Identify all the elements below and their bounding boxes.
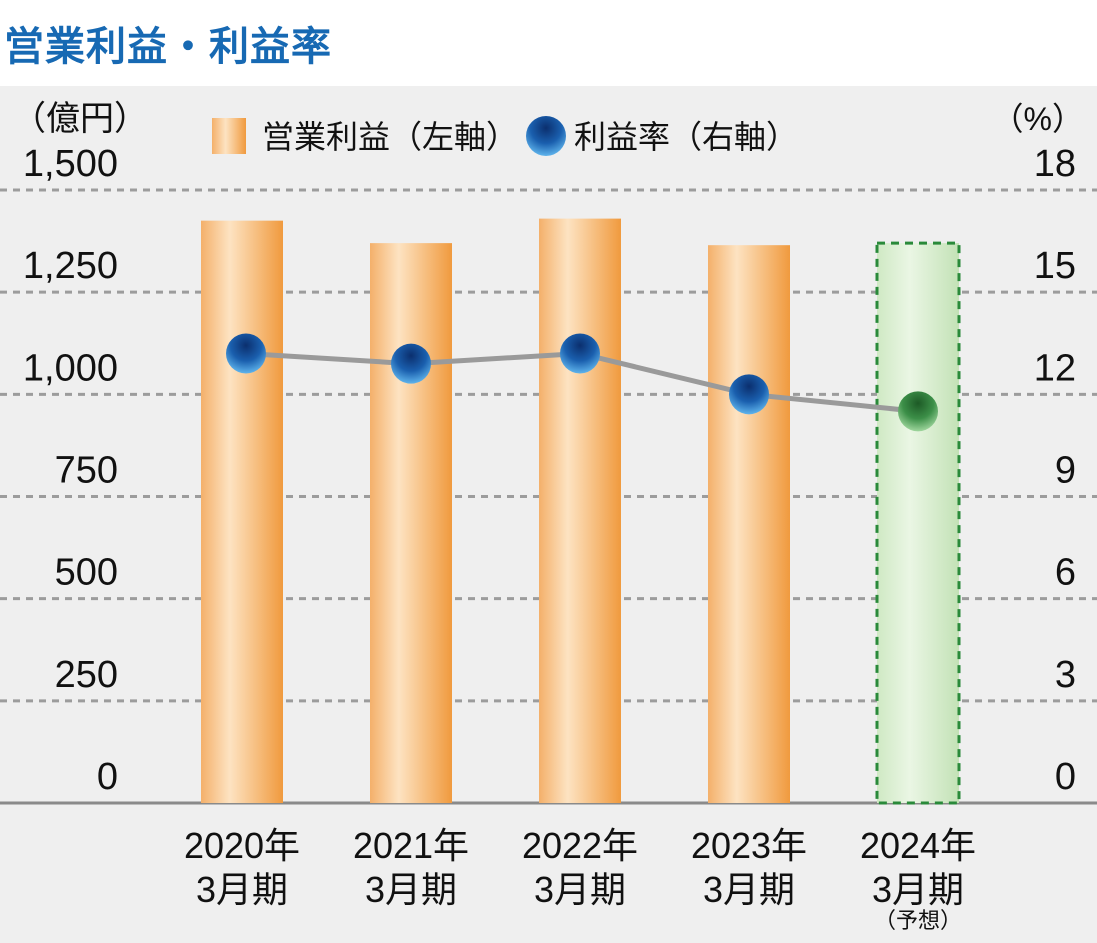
- y-right-tick-label: 0: [1055, 756, 1076, 798]
- y-right-tick-label: 3: [1055, 654, 1076, 696]
- bar: [370, 243, 452, 804]
- y-left-tick-label: 250: [55, 654, 118, 696]
- y-right-unit-label: （%）: [992, 101, 1084, 137]
- x-tick-label-period: 3月期: [534, 869, 626, 910]
- x-tick-label-period: 3月期: [196, 869, 288, 910]
- y-left-tick-label: 750: [55, 450, 118, 492]
- margin-point: [391, 343, 431, 384]
- x-tick-label-note: （予想）: [874, 908, 962, 933]
- x-tick-label-period: 3月期: [703, 869, 795, 910]
- legend-swatch-bar: [212, 118, 246, 154]
- margin-point: [226, 333, 266, 374]
- x-tick-label-year: 2023年: [691, 825, 807, 866]
- x-tick-label-year: 2020年: [184, 825, 300, 866]
- bar: [539, 218, 621, 803]
- y-right-tick-label: 15: [1034, 245, 1076, 287]
- y-right-tick-label: 18: [1034, 143, 1076, 185]
- x-tick-label-year: 2021年: [353, 825, 469, 866]
- legend-swatch-line: [526, 116, 566, 156]
- y-left-unit-label: （億円）: [12, 100, 148, 138]
- x-tick-label-year: 2024年: [860, 825, 976, 866]
- y-left-tick-label: 1,000: [23, 347, 118, 389]
- bar: [201, 220, 283, 803]
- y-right-tick-label: 9: [1055, 450, 1076, 492]
- bar-forecast: [875, 241, 961, 805]
- legend-label-line: 利益率（右軸）: [574, 119, 798, 155]
- y-left-tick-label: 500: [55, 552, 118, 594]
- margin-point: [729, 374, 769, 415]
- margin-point-forecast: [898, 391, 938, 432]
- margin-point: [560, 333, 600, 374]
- bar: [708, 245, 790, 804]
- x-tick-label-period: 3月期: [872, 869, 964, 910]
- x-tick-label-period: 3月期: [365, 869, 457, 910]
- y-left-tick-label: 0: [97, 756, 118, 798]
- chart-title: 営業利益・利益率: [4, 24, 332, 70]
- legend-label-bar: 営業利益（左軸）: [262, 119, 518, 155]
- y-left-tick-label: 1,500: [23, 143, 118, 185]
- x-tick-label-year: 2022年: [522, 825, 638, 866]
- y-right-tick-label: 12: [1034, 347, 1076, 389]
- y-left-tick-label: 1,250: [23, 245, 118, 287]
- y-right-tick-label: 6: [1055, 552, 1076, 594]
